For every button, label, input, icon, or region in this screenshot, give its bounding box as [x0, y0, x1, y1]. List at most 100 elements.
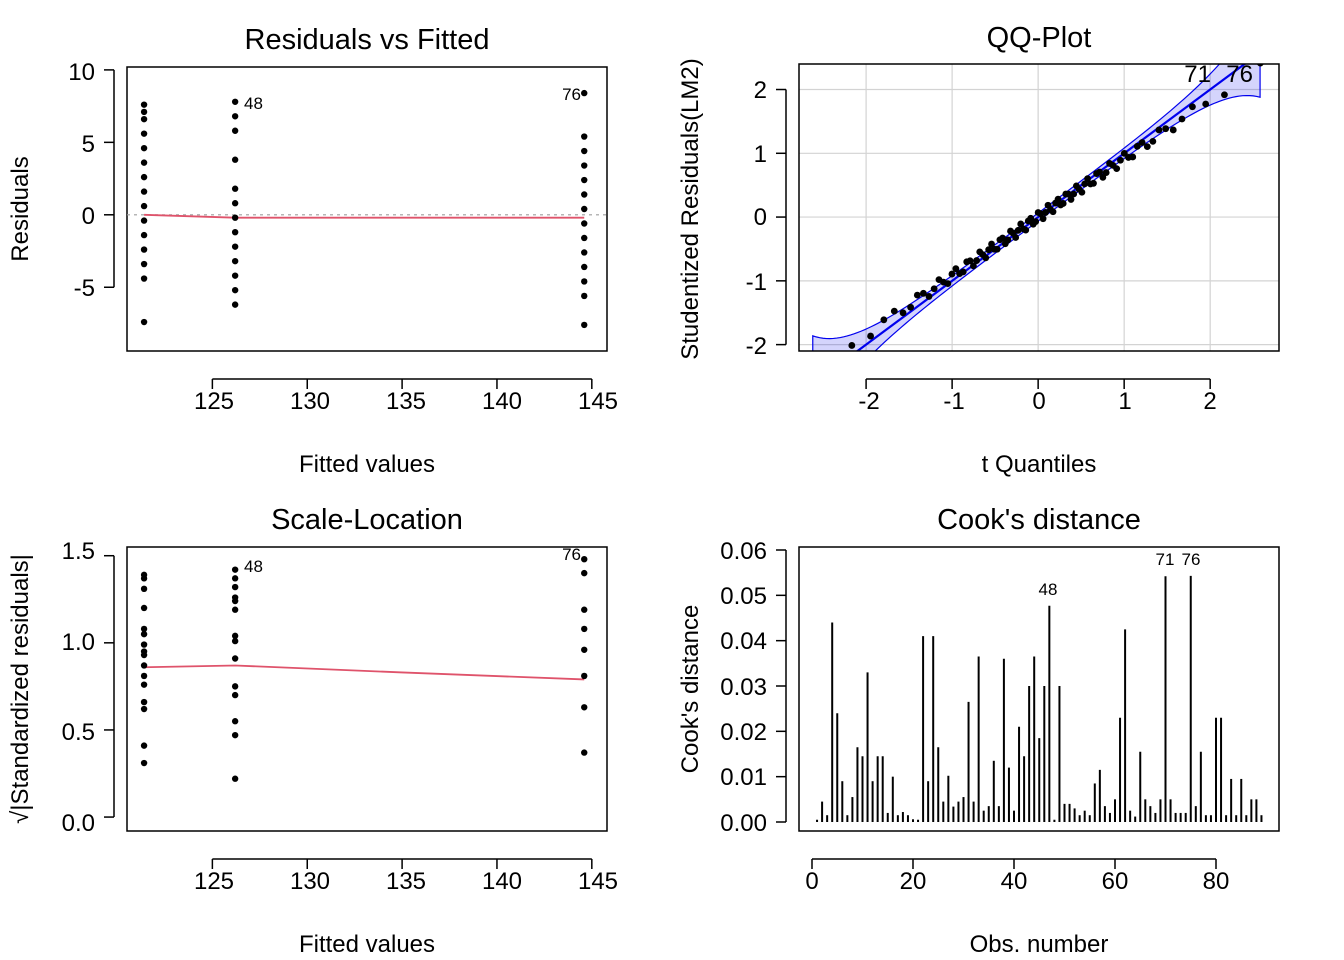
data-point — [140, 681, 148, 688]
data-point — [140, 630, 148, 638]
data-point — [140, 159, 148, 166]
data-point — [1027, 214, 1035, 222]
data-point — [140, 217, 148, 224]
data-point — [1102, 169, 1110, 176]
ytick-label: -5 — [74, 275, 95, 302]
data-point — [581, 176, 588, 184]
axes-cooks-distance — [776, 549, 1217, 869]
point-label: 48 — [244, 557, 263, 576]
data-point — [140, 173, 148, 181]
data-point — [1149, 137, 1157, 145]
axes-qq-plot — [776, 88, 1211, 389]
point-label: 76 — [562, 85, 581, 104]
xtick-label: 140 — [482, 388, 522, 415]
panel-residuals-vs-fitted: Residuals vs Fitted Fitted values Residu… — [7, 24, 618, 478]
data-point — [899, 309, 907, 317]
data-point — [970, 262, 977, 270]
data-point — [231, 691, 239, 699]
ytick-label: 5 — [82, 131, 95, 158]
ytick-label: 0.03 — [720, 674, 767, 701]
xlabel-cooks-distance: Obs. number — [970, 931, 1109, 958]
data-point — [1012, 234, 1020, 241]
data-point — [231, 655, 239, 662]
data-point — [1133, 142, 1141, 150]
data-point — [999, 234, 1006, 242]
data-point — [581, 606, 588, 613]
data-point — [907, 303, 915, 311]
xtick-label: 0 — [805, 868, 818, 895]
panel-scale-location: Scale-Location Fitted values √|Standardi… — [7, 504, 618, 958]
data-point — [140, 275, 148, 282]
data-point — [1257, 64, 1264, 67]
data-point — [1081, 180, 1089, 188]
title-qq-plot: QQ-Plot — [987, 22, 1092, 54]
data-point — [581, 555, 588, 563]
data-point — [140, 130, 148, 137]
ytick-label: 0.02 — [720, 719, 767, 746]
data-point — [1054, 195, 1062, 203]
data-point — [1178, 115, 1186, 123]
xtick-label: 135 — [386, 388, 426, 415]
data-point — [1042, 209, 1049, 216]
data-point — [930, 285, 938, 293]
data-point — [140, 108, 148, 116]
data-point — [231, 272, 239, 279]
data-point — [1078, 188, 1086, 196]
ytick-label: 0.05 — [720, 583, 767, 610]
data-point — [231, 606, 239, 613]
grid-qq-plot — [799, 64, 1279, 351]
data-point — [231, 127, 239, 134]
ytick-label: 0.06 — [720, 538, 767, 565]
ylabel-scale-location: √|Standardized residuals| — [7, 554, 34, 824]
axes-scale-location — [104, 554, 593, 869]
panel-cooks-distance: Cook's distance Obs. number Cook's dista… — [677, 504, 1280, 958]
data-point — [581, 162, 588, 169]
ytick-label: 1.0 — [62, 629, 95, 656]
data-point — [231, 286, 239, 294]
data-point — [925, 293, 933, 300]
panel-qq-plot: QQ-Plot t Quantiles Studentized Residual… — [677, 22, 1280, 478]
data-point — [1067, 196, 1075, 203]
data-point — [1155, 126, 1163, 134]
data-point — [1117, 156, 1124, 164]
data-point — [231, 583, 239, 591]
data-point — [140, 202, 148, 210]
ytick-label: 10 — [68, 59, 95, 86]
marks-qq-plot — [813, 64, 1264, 367]
data-point — [1032, 218, 1040, 226]
data-point — [140, 698, 148, 706]
data-point — [140, 742, 148, 749]
frame-cooks-distance — [798, 546, 1280, 832]
data-point — [581, 89, 588, 97]
xtick-label: 0 — [1032, 388, 1045, 415]
data-point — [581, 625, 588, 633]
axes-residuals-vs-fitted — [104, 69, 593, 389]
xlabel-residuals-vs-fitted: Fitted values — [299, 451, 435, 478]
data-point — [231, 683, 239, 690]
data-point — [848, 342, 856, 349]
point-label: 71 — [1156, 550, 1175, 569]
ytick-label: 0.01 — [720, 764, 767, 791]
xtick-label: 125 — [194, 388, 234, 415]
data-point — [985, 246, 993, 254]
data-point — [913, 291, 921, 299]
data-point — [1113, 165, 1121, 173]
data-point — [581, 321, 588, 329]
data-point — [581, 704, 588, 711]
xtick-label: -1 — [943, 388, 964, 415]
data-point — [982, 254, 990, 262]
data-point — [581, 292, 588, 300]
xtick-label: 130 — [290, 868, 330, 895]
data-point — [1049, 208, 1057, 216]
data-point — [231, 637, 239, 645]
point-label: 48 — [1039, 580, 1058, 599]
data-point — [920, 289, 927, 297]
data-point — [140, 662, 148, 669]
data-point — [581, 569, 588, 577]
data-point — [1129, 153, 1137, 161]
data-point — [813, 360, 820, 367]
data-point — [993, 245, 1001, 253]
data-point — [231, 301, 239, 308]
data-point — [1059, 200, 1067, 207]
xtick-label: 60 — [1102, 868, 1129, 895]
